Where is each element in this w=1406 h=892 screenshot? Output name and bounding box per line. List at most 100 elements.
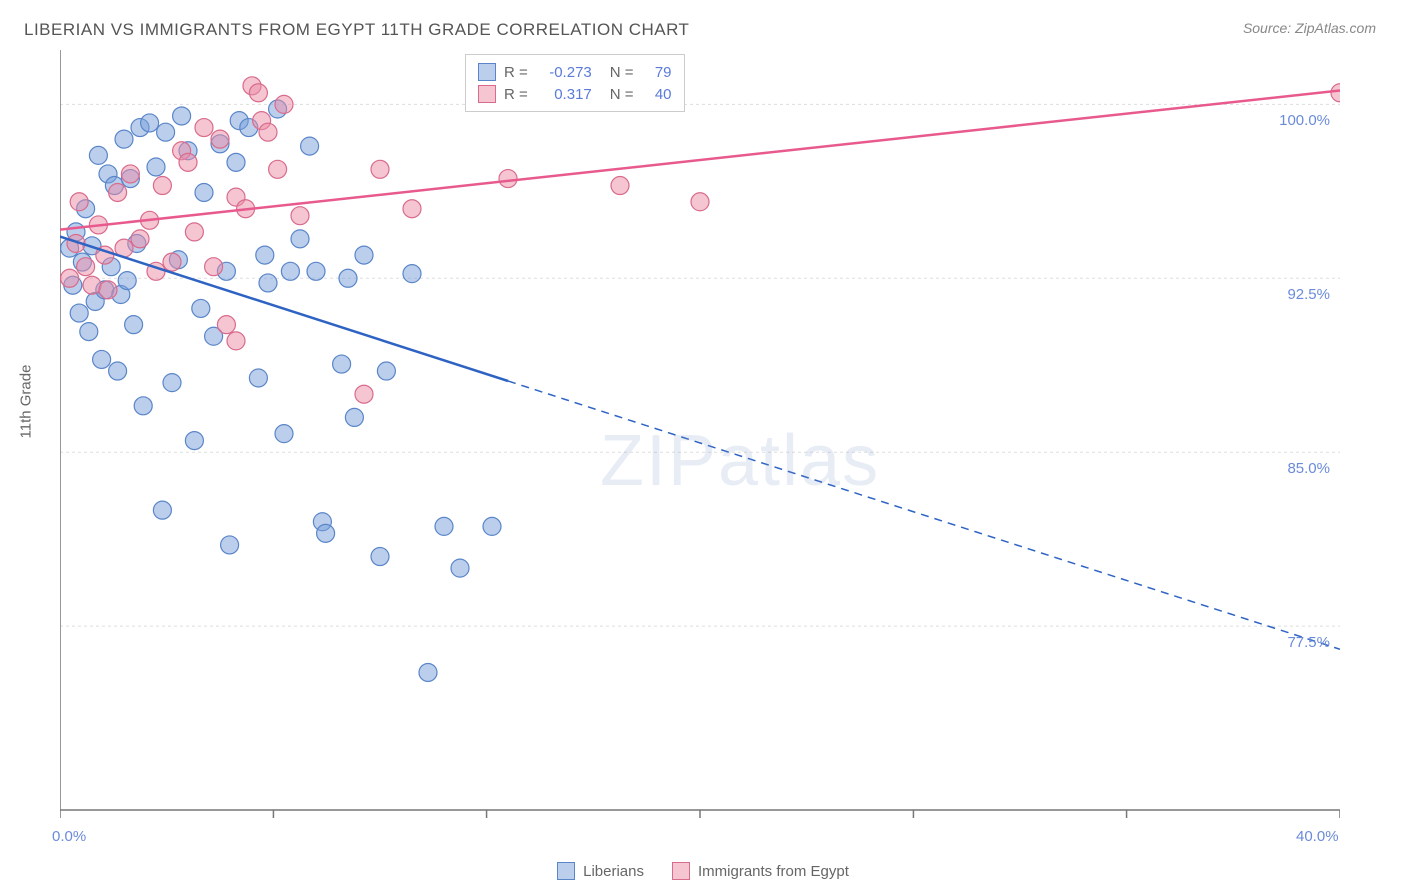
- scatter-point: [371, 160, 389, 178]
- scatter-point: [499, 170, 517, 188]
- scatter-point: [185, 432, 203, 450]
- scatter-point: [80, 323, 98, 341]
- scatter-point: [435, 517, 453, 535]
- stats-row: R = -0.273 N = 79: [478, 61, 672, 83]
- scatter-point: [611, 177, 629, 195]
- scatter-point: [291, 207, 309, 225]
- scatter-point: [153, 501, 171, 519]
- scatter-point: [483, 517, 501, 535]
- stat-n-label: N =: [610, 64, 634, 81]
- scatter-point: [70, 304, 88, 322]
- y-axis-label: 11th Grade: [18, 365, 35, 439]
- scatter-point: [121, 165, 139, 183]
- scatter-point: [269, 160, 287, 178]
- scatter-point: [157, 123, 175, 141]
- scatter-point: [451, 559, 469, 577]
- stats-row: R = 0.317 N = 40: [478, 83, 672, 105]
- stat-n-value: 79: [642, 64, 672, 81]
- scatter-point: [259, 274, 277, 292]
- scatter-point: [355, 385, 373, 403]
- scatter-point: [211, 130, 229, 148]
- y-tick-label: 92.5%: [1287, 286, 1330, 303]
- scatter-point: [173, 107, 191, 125]
- scatter-point: [339, 269, 357, 287]
- scatter-point: [249, 84, 267, 102]
- scatter-point: [163, 374, 181, 392]
- scatter-chart-svg: [60, 50, 1340, 820]
- scatter-point: [249, 369, 267, 387]
- scatter-point: [89, 146, 107, 164]
- legend-swatch: [557, 862, 575, 880]
- scatter-point: [419, 663, 437, 681]
- stat-n-value: 40: [642, 86, 672, 103]
- scatter-point: [93, 350, 111, 368]
- scatter-point: [141, 114, 159, 132]
- scatter-point: [275, 95, 293, 113]
- chart-plot-area: ZIPatlas R =-0.273N =79R =0.317N =40 77.…: [60, 50, 1340, 820]
- scatter-point: [185, 223, 203, 241]
- scatter-point: [691, 193, 709, 211]
- scatter-point: [109, 183, 127, 201]
- stat-r-label: R =: [504, 64, 528, 81]
- scatter-point: [134, 397, 152, 415]
- scatter-point: [125, 316, 143, 334]
- scatter-point: [147, 158, 165, 176]
- scatter-point: [205, 258, 223, 276]
- scatter-point: [227, 153, 245, 171]
- series-swatch: [478, 85, 496, 103]
- scatter-point: [217, 316, 235, 334]
- stat-n-label: N =: [610, 86, 634, 103]
- source-attribution: Source: ZipAtlas.com: [1243, 20, 1376, 36]
- series-swatch: [478, 63, 496, 81]
- scatter-point: [227, 332, 245, 350]
- scatter-point: [163, 253, 181, 271]
- trend-line: [60, 237, 508, 381]
- scatter-point: [371, 548, 389, 566]
- y-tick-label: 85.0%: [1287, 460, 1330, 477]
- scatter-point: [179, 153, 197, 171]
- stat-r-value: -0.273: [536, 64, 592, 81]
- scatter-point: [195, 119, 213, 137]
- legend-label: Liberians: [583, 863, 644, 880]
- stat-r-value: 0.317: [536, 86, 592, 103]
- scatter-point: [291, 230, 309, 248]
- scatter-point: [77, 258, 95, 276]
- scatter-point: [403, 265, 421, 283]
- scatter-point: [83, 276, 101, 294]
- scatter-point: [115, 130, 133, 148]
- scatter-point: [377, 362, 395, 380]
- trend-line-dashed: [508, 381, 1340, 649]
- scatter-point: [195, 183, 213, 201]
- scatter-point: [307, 262, 325, 280]
- scatter-point: [333, 355, 351, 373]
- y-tick-label: 77.5%: [1287, 634, 1330, 651]
- legend-item: Liberians: [557, 862, 644, 880]
- chart-title: LIBERIAN VS IMMIGRANTS FROM EGYPT 11TH G…: [24, 20, 689, 40]
- scatter-point: [355, 246, 373, 264]
- scatter-point: [275, 425, 293, 443]
- scatter-point: [153, 177, 171, 195]
- scatter-point: [118, 272, 136, 290]
- legend-item: Immigrants from Egypt: [672, 862, 849, 880]
- legend-label: Immigrants from Egypt: [698, 863, 849, 880]
- scatter-point: [221, 536, 239, 554]
- scatter-point: [281, 262, 299, 280]
- scatter-point: [99, 281, 117, 299]
- legend-swatch: [672, 862, 690, 880]
- scatter-point: [192, 299, 210, 317]
- scatter-point: [317, 524, 335, 542]
- scatter-point: [256, 246, 274, 264]
- x-tick-label: 40.0%: [1296, 828, 1339, 845]
- scatter-point: [1331, 84, 1340, 102]
- chart-legend: Liberians Immigrants from Egypt: [0, 862, 1406, 880]
- scatter-point: [403, 200, 421, 218]
- scatter-point: [345, 408, 363, 426]
- scatter-point: [131, 230, 149, 248]
- scatter-point: [109, 362, 127, 380]
- x-tick-label: 0.0%: [52, 828, 86, 845]
- scatter-point: [61, 269, 79, 287]
- stat-r-label: R =: [504, 86, 528, 103]
- scatter-point: [70, 193, 88, 211]
- y-tick-label: 100.0%: [1279, 112, 1330, 129]
- scatter-point: [259, 123, 277, 141]
